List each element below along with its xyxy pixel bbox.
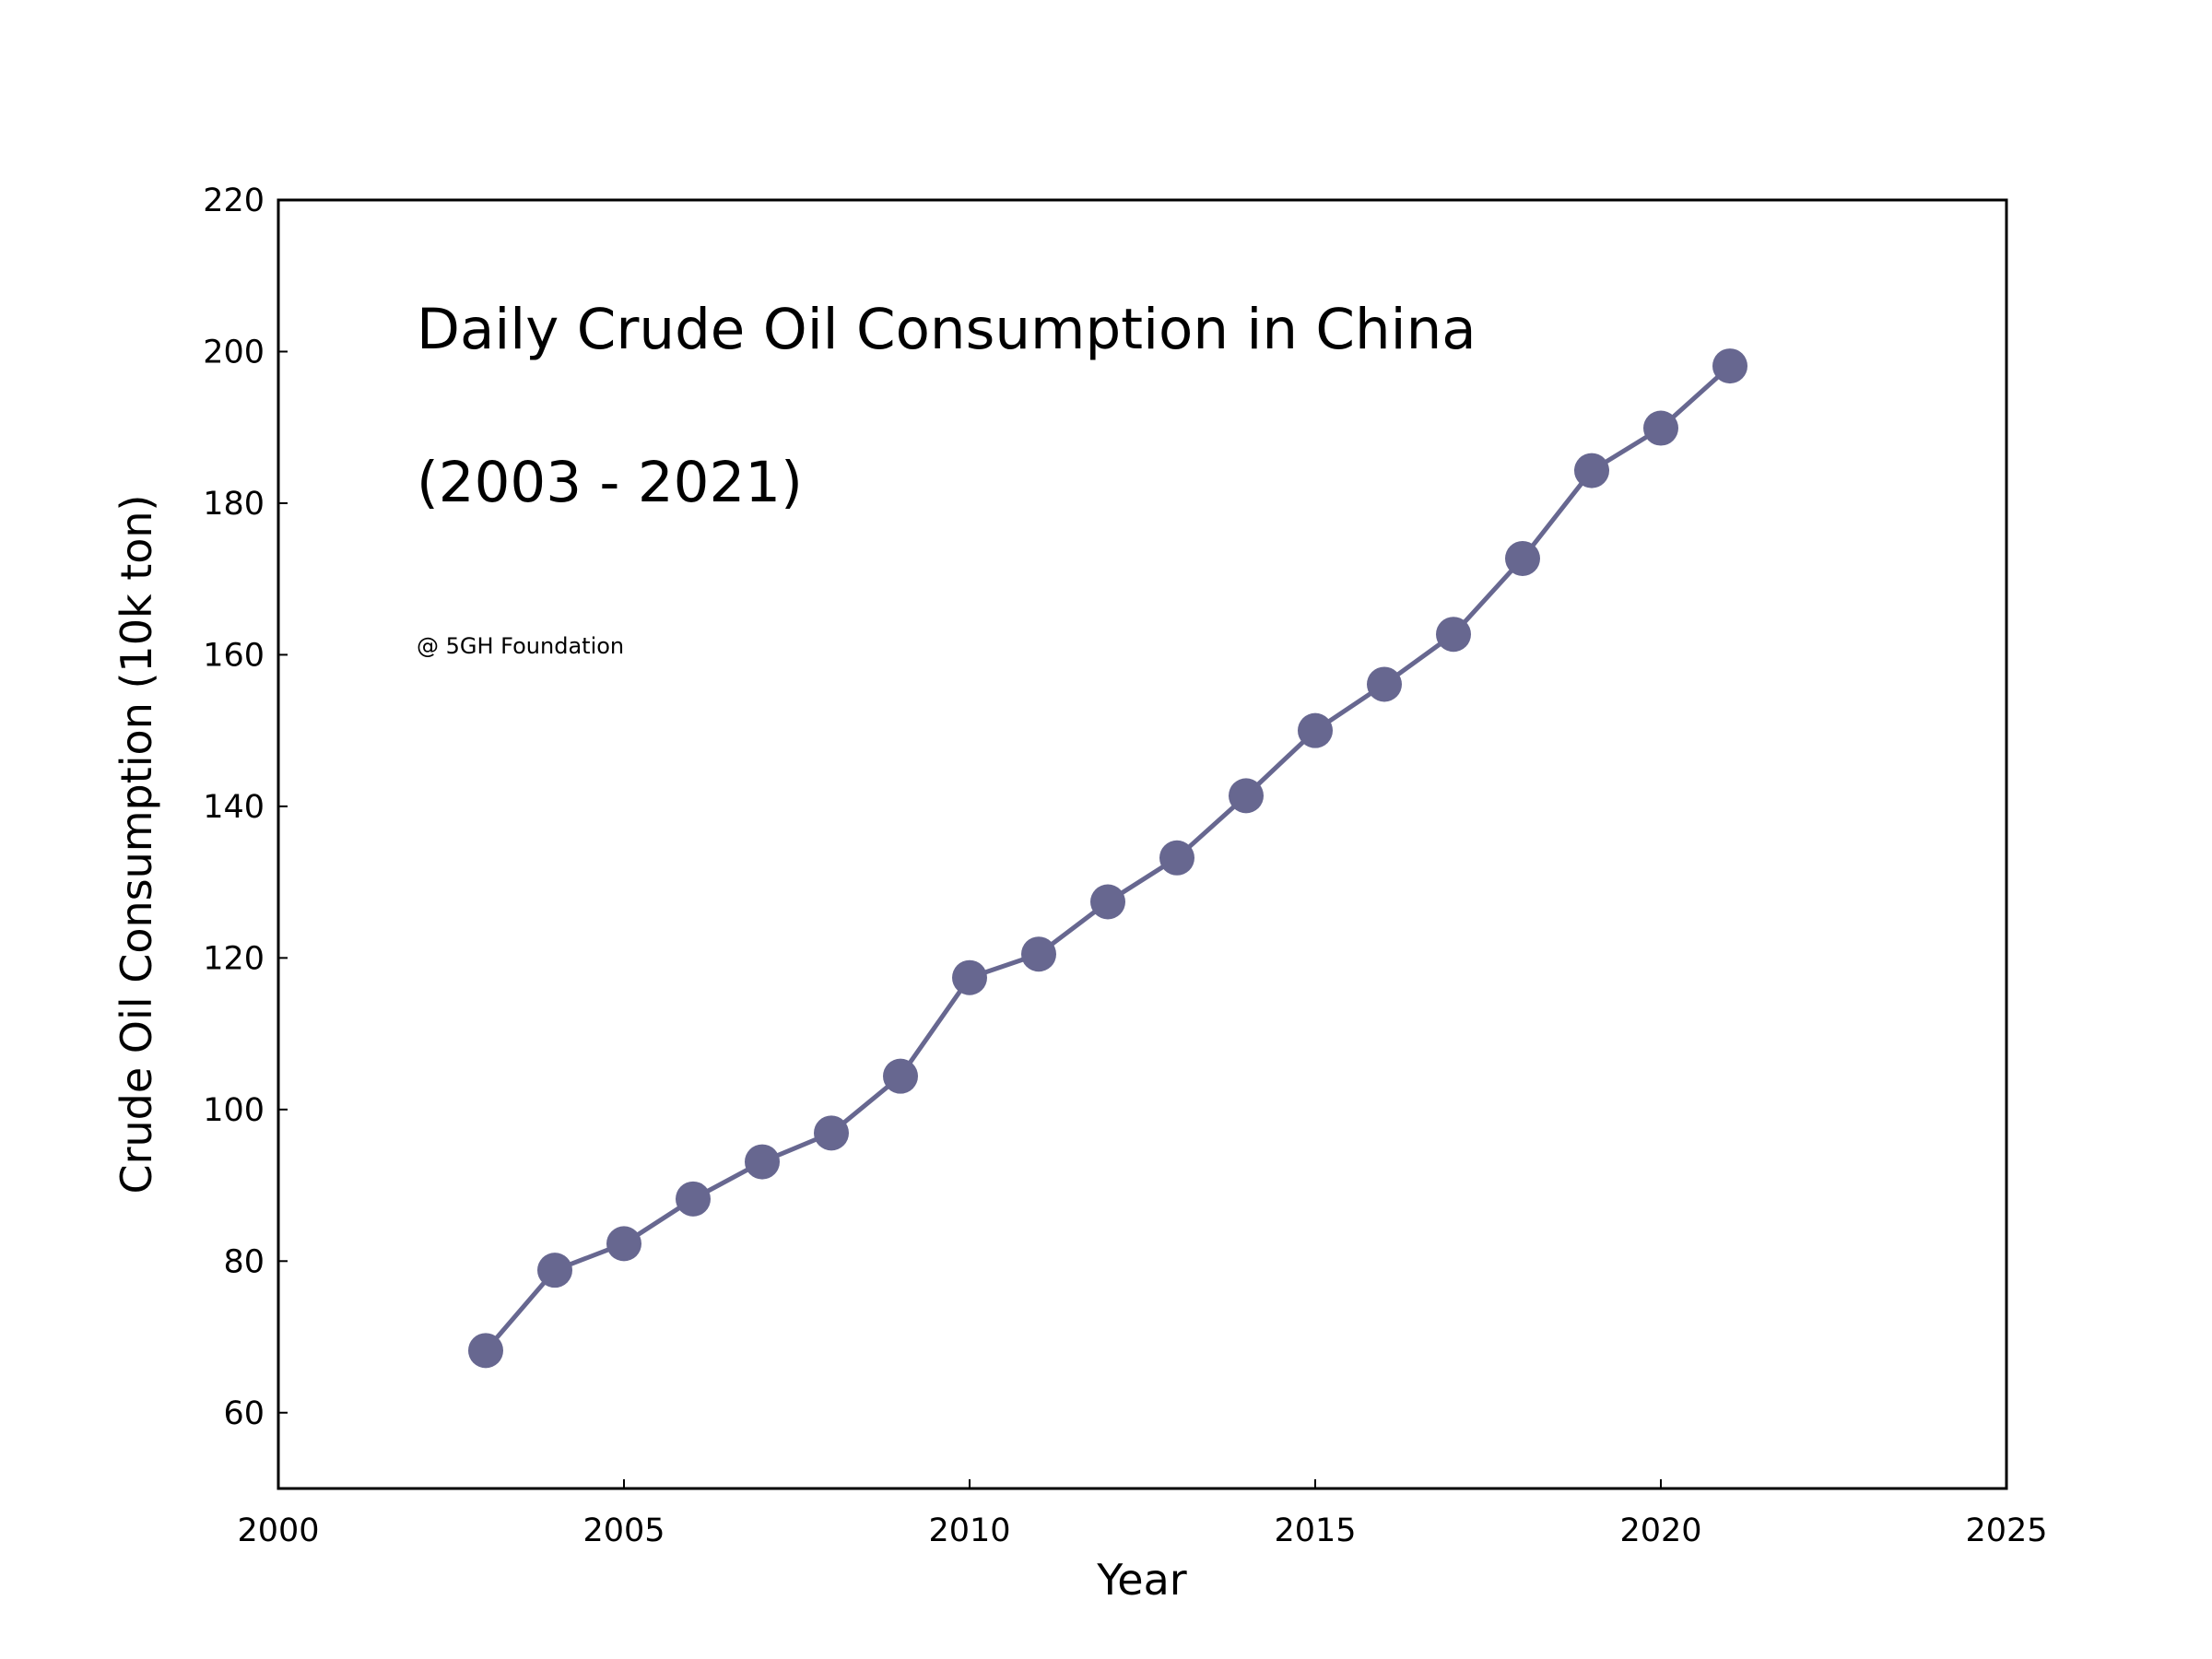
data-point: [1574, 453, 1609, 488]
data-point: [1229, 778, 1264, 814]
x-tick-label: 2015: [1274, 1512, 1356, 1549]
plot-frame: [276, 198, 2008, 1490]
x-axis-label: Year: [1096, 1555, 1186, 1605]
chart-title-line2: (2003 - 2021): [417, 450, 803, 515]
data-point: [745, 1144, 780, 1180]
x-tick-label: 2000: [237, 1512, 319, 1549]
y-tick-label: 200: [203, 334, 265, 371]
y-tick-label: 140: [203, 789, 265, 826]
y-tick-label: 220: [203, 182, 265, 219]
data-point: [676, 1181, 711, 1217]
chart-annotation: @ 5GH Foundation: [417, 633, 624, 659]
y-axis: 60 80 100 120 140 160 180 200 220: [203, 182, 288, 1432]
data-point: [468, 1333, 503, 1369]
y-tick-label: 160: [203, 637, 265, 674]
x-tick-label: 2010: [928, 1512, 1010, 1549]
y-tick-label: 60: [223, 1395, 265, 1432]
y-tick-label: 100: [203, 1092, 265, 1129]
series-points: [468, 348, 1747, 1369]
x-tick-label: 2025: [1965, 1512, 2047, 1549]
data-point: [1298, 712, 1333, 748]
data-point: [1505, 540, 1540, 576]
y-tick-label: 180: [203, 486, 265, 523]
x-tick-label: 2020: [1619, 1512, 1701, 1549]
data-point: [1367, 666, 1402, 702]
data-point: [814, 1115, 849, 1151]
chart-title-line1: Daily Crude Oil Consumption in China: [417, 297, 1477, 362]
data-point: [537, 1253, 572, 1288]
data-point: [1436, 617, 1471, 653]
data-point: [883, 1058, 918, 1094]
y-tick-label: 80: [223, 1243, 265, 1280]
data-point: [606, 1226, 641, 1262]
x-axis: 2000 2005 2010 2015 2020 2025: [237, 1479, 2048, 1549]
x-tick-label: 2005: [582, 1512, 665, 1549]
y-tick-label: 120: [203, 940, 265, 977]
data-point: [1021, 936, 1056, 972]
data-point: [1712, 348, 1747, 384]
data-point: [1159, 840, 1194, 876]
data-point: [1090, 884, 1125, 920]
data-point: [952, 959, 987, 995]
data-point: [1643, 410, 1678, 446]
y-axis-label: Crude Oil Consumption (10k ton): [112, 495, 161, 1194]
